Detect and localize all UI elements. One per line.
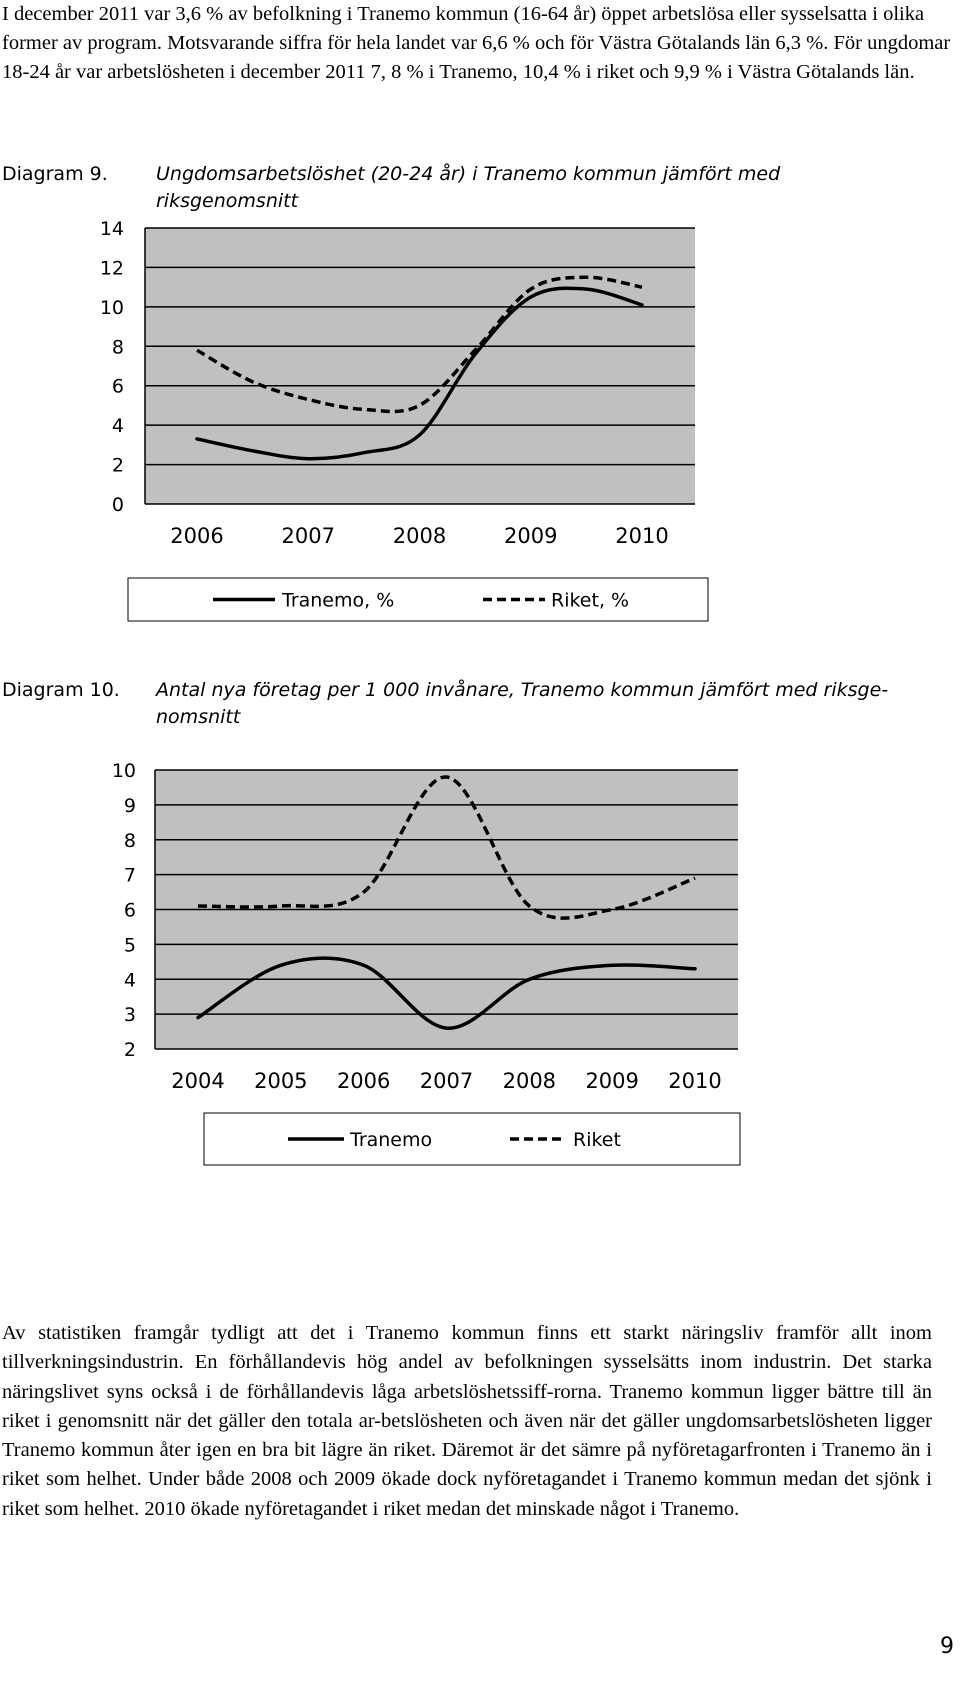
- diagram10-y-tick-label: 10: [112, 760, 136, 782]
- diagram9-y-tick-label: 10: [100, 297, 124, 319]
- diagram10-chart: 2 3 4 5 6 7 8 9 10 2004 2005 2006 2007 2008 2009 2010 Tr…: [112, 760, 741, 1166]
- diagram9-x-tick-label: 2009: [504, 524, 557, 548]
- diagram9-x-tick-label: 2007: [282, 524, 335, 548]
- diagram10-y-tick-label: 4: [124, 969, 136, 991]
- diagram9-legend-label-riket: Riket, %: [551, 590, 629, 612]
- page-number: 9: [940, 1634, 954, 1659]
- diagram9-y-tick-label: 2: [112, 455, 124, 477]
- diagram10-x-tick-label: 2009: [585, 1069, 638, 1093]
- diagram10-legend-label-tranemo: Tranemo: [349, 1129, 432, 1151]
- diagram9-label: Diagram 9.: [2, 163, 108, 185]
- diagram10-y-tick-label: 2: [124, 1039, 136, 1061]
- diagram10-x-tick-label: 2007: [420, 1069, 473, 1093]
- diagram9-series-tranemo-line: [195, 286, 644, 461]
- diagram9-x-tick-label: 2010: [615, 524, 668, 548]
- diagram10-x-tick-label: 2005: [254, 1069, 307, 1093]
- diagram10-x-tick-label: 2008: [503, 1069, 556, 1093]
- diagram10-x-tick-label: 2006: [337, 1069, 390, 1093]
- diagram10-x-tick-label: 2004: [171, 1069, 224, 1093]
- diagram9-y-tick-label: 0: [112, 494, 124, 516]
- diagram10-y-tick-label: 9: [124, 795, 136, 817]
- diagram10-series-riket-line: [197, 775, 696, 920]
- body-paragraph: Av statistiken framgår tydligt att det i…: [2, 1322, 932, 1520]
- diagram10-y-tick-label: 8: [124, 830, 136, 852]
- diagram10-legend: [203, 1112, 741, 1166]
- diagram9-plot-area: [145, 228, 695, 504]
- diagram9-y-tick-label: 12: [100, 257, 124, 279]
- intro-paragraph: I december 2011 var 3,6 % av befolkning …: [2, 3, 951, 83]
- diagram9-y-tick-label: 14: [100, 218, 124, 240]
- diagram9-title: Ungdomsarbetslöshet (20-24 år) i Tranemo…: [156, 163, 781, 212]
- diagram10-y-tick-label: 3: [124, 1004, 136, 1026]
- diagram10-legend-label-riket: Riket: [573, 1129, 621, 1151]
- diagram9-y-tick-label: 4: [112, 415, 124, 437]
- diagram10-label: Diagram 10.: [2, 679, 120, 701]
- diagram10-y-tick-label: 7: [124, 865, 136, 887]
- diagram9-x-tick-label: 2008: [393, 524, 446, 548]
- diagram10-y-tick-label: 6: [124, 900, 136, 922]
- diagram10-series-tranemo-line: [196, 956, 697, 1030]
- diagram9-y-tick-label: 6: [112, 376, 124, 398]
- diagram10-x-tick-label: 2010: [668, 1069, 721, 1093]
- diagram9-series-riket-line: [196, 275, 643, 414]
- diagram9-y-tick-label: 8: [112, 336, 124, 358]
- diagram10-y-tick-label: 5: [124, 934, 136, 956]
- diagram10-title: Antal nya företag per 1 000 invånare, Tr…: [156, 679, 889, 728]
- diagram9-x-tick-label: 2006: [170, 524, 223, 548]
- diagram9-chart: 0 2 4 6 8 10 12 14 2006 2007 2008 2009 2010 Tranemo, …: [100, 218, 709, 622]
- diagram9-legend-label-tranemo: Tranemo, %: [281, 590, 394, 612]
